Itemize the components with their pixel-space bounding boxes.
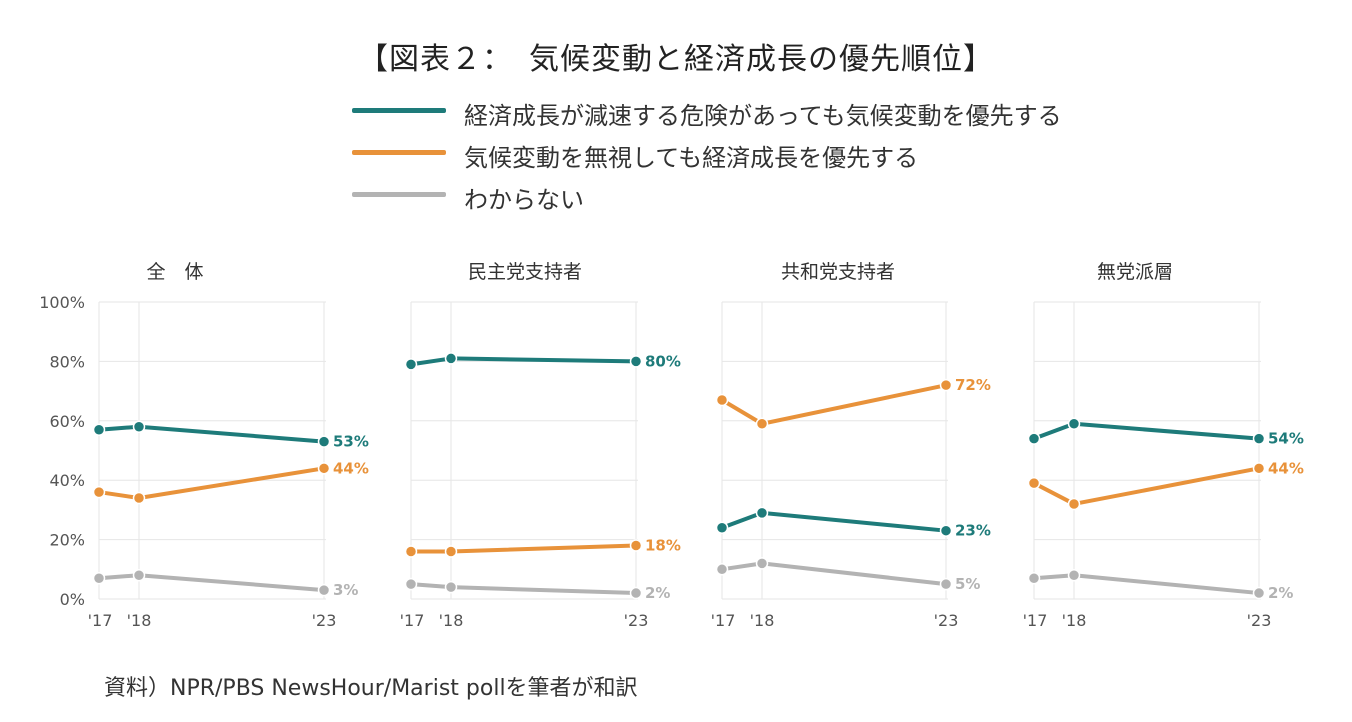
legend-label-climate: 経済成長が減速する危険があっても気候変動を優先する: [464, 102, 1062, 130]
legend-label-unknown: わからない: [464, 186, 584, 214]
legend-label-economy: 気候変動を無視しても経済成長を優先する: [464, 144, 919, 172]
end-label-unknown: 3%: [333, 581, 358, 599]
series-line-climate: [1032, 421, 1261, 441]
legend-swatch-climate: [352, 108, 446, 113]
x-tick-label: '23: [624, 611, 649, 630]
data-point-unknown: [444, 580, 458, 594]
data-point-unknown: [1252, 586, 1266, 600]
data-point-economy: [404, 545, 418, 558]
data-point-climate: [132, 420, 146, 433]
x-tick-label: '17: [400, 611, 425, 630]
data-point-climate: [1067, 417, 1081, 431]
y-tick-label: 40%: [49, 471, 85, 490]
data-point-climate: [404, 358, 418, 371]
end-label-climate: 23%: [955, 522, 991, 540]
data-point-unknown: [755, 557, 769, 570]
data-point-economy: [317, 462, 331, 475]
x-tick-label: '17: [88, 611, 113, 630]
x-tick-label: '18: [750, 611, 775, 630]
legend-swatch-economy: [352, 150, 446, 155]
series-line-climate: [720, 510, 948, 533]
y-tick-label: 80%: [49, 352, 85, 371]
data-point-economy: [444, 545, 458, 558]
panel-title: 民主党支持者: [468, 261, 582, 283]
x-tick-label: '17: [711, 611, 736, 630]
series-line-unknown: [409, 582, 638, 596]
legend-swatch-unknown: [352, 192, 446, 197]
x-tick-label: '18: [127, 611, 152, 630]
series-line-economy: [720, 383, 948, 426]
data-point-economy: [715, 393, 729, 407]
data-point-economy: [1027, 476, 1041, 490]
data-point-climate: [92, 423, 106, 436]
x-tick-label: '23: [312, 611, 337, 630]
data-point-climate: [1252, 432, 1266, 445]
panel-title: 共和党支持者: [781, 261, 895, 283]
data-point-unknown: [1027, 571, 1041, 585]
data-point-climate: [1027, 432, 1041, 445]
x-tick-label: '17: [1023, 611, 1048, 630]
data-point-economy: [1252, 462, 1266, 475]
data-point-economy: [132, 491, 146, 505]
series-line-climate: [97, 424, 326, 444]
data-point-climate: [629, 355, 643, 368]
data-point-economy: [1067, 497, 1081, 511]
data-point-climate: [715, 521, 729, 534]
chart-title: 【図表２： 気候変動と経済成長の優先順位】: [358, 42, 994, 77]
x-tick-label: '23: [934, 611, 959, 630]
end-label-economy: 18%: [645, 537, 681, 555]
panel-title: 無党派層: [1097, 261, 1173, 283]
data-point-unknown: [629, 586, 643, 600]
end-label-unknown: 5%: [955, 575, 980, 593]
end-label-climate: 53%: [333, 433, 369, 451]
series-line-unknown: [720, 561, 948, 587]
data-point-unknown: [132, 568, 146, 582]
data-point-unknown: [715, 563, 729, 576]
data-point-economy: [92, 485, 106, 499]
y-tick-label: 0%: [60, 590, 85, 609]
data-point-unknown: [1067, 568, 1081, 582]
x-tick-label: '23: [1247, 611, 1272, 630]
data-point-climate: [317, 435, 331, 448]
series-line-economy: [1032, 466, 1261, 506]
end-label-unknown: 2%: [645, 584, 670, 602]
x-tick-label: '18: [1062, 611, 1087, 630]
data-point-unknown: [404, 577, 418, 591]
series-line-economy: [409, 543, 638, 554]
data-point-economy: [629, 539, 643, 552]
data-point-unknown: [92, 571, 106, 585]
data-point-climate: [755, 506, 769, 520]
y-tick-label: 100%: [39, 293, 85, 312]
data-point-unknown: [939, 577, 953, 591]
end-label-economy: 44%: [333, 459, 369, 477]
data-point-climate: [444, 352, 458, 365]
x-tick-label: '18: [439, 611, 464, 630]
end-label-economy: 44%: [1268, 459, 1304, 477]
end-label-unknown: 2%: [1268, 584, 1293, 602]
source-note: 資料）NPR/PBS NewsHour/Marist pollを筆者が和訳: [104, 676, 638, 701]
end-label-climate: 54%: [1268, 430, 1304, 448]
y-tick-label: 20%: [49, 531, 85, 550]
series-line-unknown: [97, 573, 326, 593]
data-point-economy: [939, 378, 953, 392]
y-tick-label: 60%: [49, 412, 85, 431]
data-point-climate: [939, 524, 953, 537]
series-line-economy: [97, 466, 326, 501]
panel-title: 全 体: [146, 261, 203, 283]
data-point-unknown: [317, 583, 331, 597]
data-point-economy: [755, 417, 769, 431]
end-label-economy: 72%: [955, 376, 991, 394]
series-line-unknown: [1032, 573, 1261, 596]
end-label-climate: 80%: [645, 352, 681, 370]
